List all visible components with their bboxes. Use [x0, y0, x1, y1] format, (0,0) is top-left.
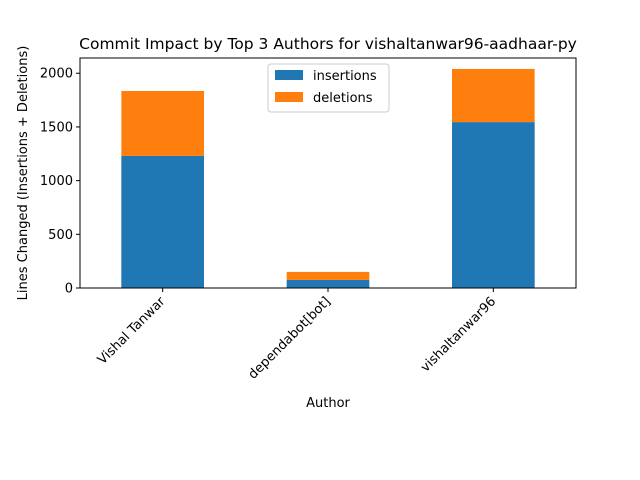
y-axis: 0 500 1000 1500 2000 [40, 67, 80, 297]
legend-label-deletions: deletions [313, 91, 373, 106]
bar-insertions-1 [286, 279, 370, 288]
x-axis: Vishal Tanwar dependabot[bot] vishaltanwar… [95, 288, 499, 382]
bar-deletions-0 [121, 90, 204, 156]
y-tick-label-0: 0 [65, 282, 73, 297]
bar-deletions-1 [286, 271, 370, 280]
bar-insertions-2 [452, 122, 535, 288]
y-tick-label-4: 2000 [40, 67, 73, 82]
bar-insertions-0 [121, 155, 204, 288]
x-tick-label-0: Vishal Tanwar [95, 294, 169, 368]
y-axis-title: Lines Changed (Insertions + Deletions) [16, 46, 31, 301]
x-axis-title: Author [306, 396, 350, 411]
bar-deletions-2 [452, 68, 535, 123]
chart-title: Commit Impact by Top 3 Authors for visha… [79, 35, 577, 53]
x-tick-label-1: dependabot[bot] [246, 294, 334, 382]
y-tick-label-2: 1000 [40, 174, 73, 189]
legend: insertions deletions [267, 63, 390, 113]
y-tick-label-3: 1500 [40, 120, 73, 135]
y-tick-label-1: 500 [48, 228, 73, 243]
legend-swatch-insertions [275, 70, 303, 80]
plot-bars [121, 68, 535, 288]
legend-swatch-deletions [275, 92, 303, 102]
legend-label-insertions: insertions [313, 69, 377, 84]
x-tick-label-2: vishaltanwar96 [418, 294, 499, 375]
